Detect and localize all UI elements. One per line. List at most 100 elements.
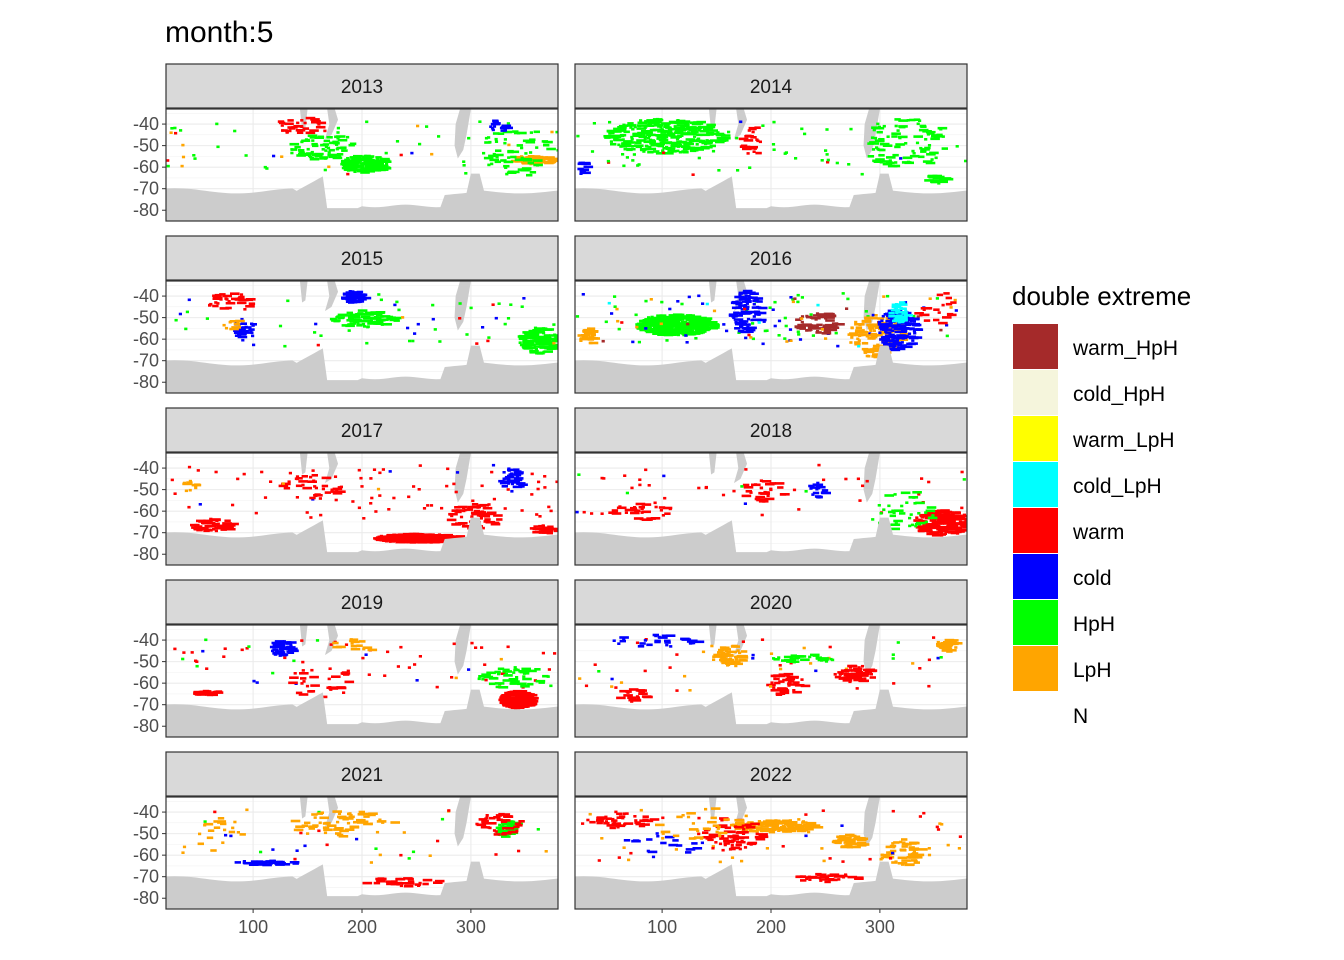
cell-HpH — [533, 163, 543, 167]
cell-HpH — [509, 303, 513, 306]
cell-warm — [426, 504, 430, 507]
cell-warm — [637, 689, 647, 692]
cell-HpH — [313, 331, 317, 334]
cell-warm — [792, 488, 797, 492]
cell-warm — [514, 822, 522, 826]
cell-warm — [841, 676, 851, 680]
cell-HpH — [347, 317, 355, 320]
cell-warm — [750, 136, 757, 139]
cell-cold — [415, 679, 419, 682]
cell-warm — [760, 513, 764, 517]
cell-HpH — [918, 119, 922, 122]
cell-HpH — [630, 135, 634, 139]
cell-HpH — [794, 655, 804, 658]
cell-LpH — [874, 314, 878, 317]
cell-LpH — [353, 640, 360, 644]
cell-HpH — [488, 140, 492, 144]
cell-LpH — [841, 845, 848, 848]
panel-border — [165, 108, 559, 222]
y-tick-label: -40 — [133, 630, 159, 650]
cell-cold — [353, 291, 360, 294]
cell-HpH — [503, 141, 507, 145]
cell-LpH — [591, 330, 595, 333]
cell-cold — [187, 298, 191, 302]
cell-HpH — [538, 681, 545, 684]
cell-warm — [663, 496, 667, 500]
cell-warm — [643, 669, 647, 673]
cell-HpH — [680, 124, 690, 127]
cell-HpH — [506, 317, 511, 320]
cell-HpH — [357, 312, 364, 315]
cell-LpH — [871, 335, 878, 339]
cell-HpH — [676, 333, 680, 337]
cell-warm — [300, 639, 304, 642]
cell-warm — [956, 528, 961, 531]
cell-HpH — [498, 682, 502, 686]
cell-warm — [309, 475, 313, 479]
cell-HpH — [666, 132, 674, 135]
cell-warm — [450, 514, 454, 518]
cell-HpH — [372, 160, 383, 164]
cell-warm — [342, 691, 346, 694]
cell-warm — [238, 295, 245, 299]
cell-HpH — [894, 124, 898, 128]
cell-LpH — [281, 482, 285, 485]
cell-warm — [284, 122, 294, 126]
cell-warm — [494, 853, 498, 856]
cell-warm — [922, 514, 929, 518]
cell-LpH — [738, 654, 748, 658]
cell-warm — [452, 482, 456, 486]
cell-warm — [239, 293, 244, 296]
cell-LpH — [363, 815, 370, 818]
cell-warm — [206, 693, 214, 697]
cell-HpH — [790, 654, 797, 657]
cell-warm — [333, 475, 338, 478]
cell-HpH — [944, 177, 951, 180]
cell-warm — [346, 669, 350, 673]
cell-warm — [512, 693, 516, 696]
cell-cold — [816, 485, 826, 489]
cell-HpH — [380, 159, 391, 162]
cell-LpH — [778, 821, 789, 824]
cell-cold_LpH — [816, 303, 820, 307]
cell-cold — [357, 298, 367, 301]
land-new-zealand — [324, 625, 339, 656]
cell-warm — [445, 484, 449, 488]
cell-HpH — [690, 332, 701, 335]
cell-HpH — [660, 315, 667, 318]
cell-HpH — [519, 334, 529, 338]
cell-cold — [342, 293, 347, 296]
cell-warm — [494, 830, 498, 833]
cell-LpH — [548, 159, 558, 162]
cell-warm — [522, 692, 533, 696]
cell-warm — [675, 689, 679, 692]
cell-HpH — [613, 127, 620, 131]
cell-warm — [624, 508, 635, 512]
cell-cold — [908, 336, 919, 340]
cell-HpH — [382, 323, 392, 326]
facet-panels: 2013-40-50-60-70-8020142015-40-50-60-70-… — [133, 63, 968, 910]
cell-warm — [401, 882, 412, 885]
cell-LpH — [169, 131, 173, 134]
cell-warm_HpH — [802, 323, 812, 326]
cell-HpH — [783, 152, 787, 155]
cell-HpH — [659, 141, 666, 144]
cell-warm — [731, 839, 735, 842]
land-australia — [708, 453, 717, 475]
cell-HpH — [535, 679, 546, 683]
cell-HpH — [643, 137, 647, 141]
cell-LpH — [880, 856, 884, 860]
cell-warm — [300, 125, 304, 128]
cell-LpH — [769, 652, 774, 655]
cell-HpH — [523, 332, 534, 335]
cell-cold — [905, 311, 912, 315]
cell-cold — [740, 330, 750, 334]
cell-warm — [311, 120, 321, 123]
cell-warm_HpH — [816, 313, 827, 316]
cell-HpH — [336, 126, 340, 130]
cell-LpH — [213, 826, 221, 829]
cell-HpH — [922, 160, 933, 163]
cell-cold — [518, 472, 522, 476]
cell-warm — [950, 301, 957, 304]
cell-cold — [751, 306, 762, 309]
